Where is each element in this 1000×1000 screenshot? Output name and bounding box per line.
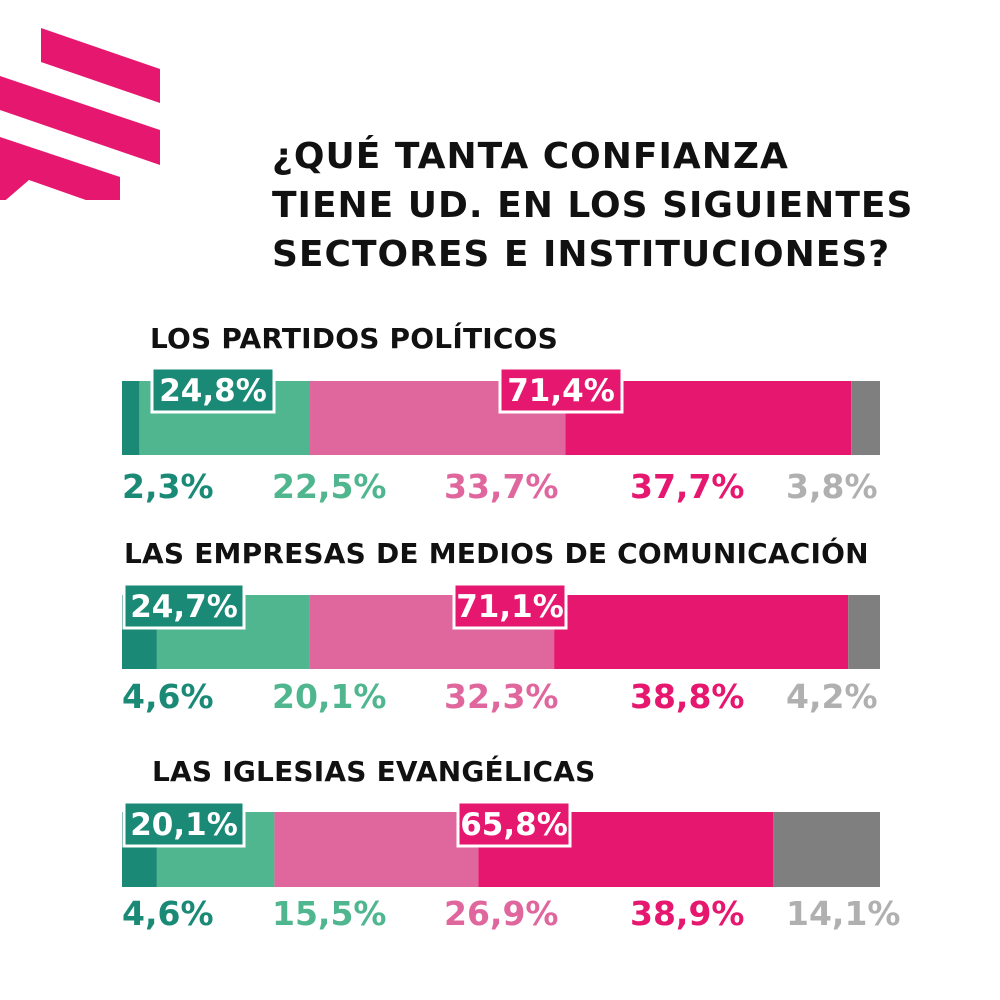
value-label: 33,7% xyxy=(444,467,559,506)
value-label: 15,5% xyxy=(272,894,387,933)
bar-segment xyxy=(554,595,849,669)
value-label: 14,1% xyxy=(786,894,901,933)
bar-segment xyxy=(848,595,880,669)
value-label: 2,3% xyxy=(122,467,214,506)
value-label: 4,6% xyxy=(122,894,214,933)
callout-box-green xyxy=(122,800,246,848)
title-line: SECTORES E INSTITUCIONES? xyxy=(272,234,891,275)
bar-segment xyxy=(773,812,880,887)
callout-box-pink xyxy=(456,800,572,848)
bar-segment xyxy=(122,381,140,455)
callout-box-green xyxy=(150,366,276,414)
value-label: 32,3% xyxy=(444,677,559,716)
callout-label-pink: 65,8% xyxy=(460,807,568,843)
logo-stripe-bottom xyxy=(0,137,120,200)
chart-title: ¿QUÉ TANTA CONFIANZA TIENE UD. EN LOS SI… xyxy=(272,132,952,279)
row-title-partidos: LOS PARTIDOS POLÍTICOS xyxy=(150,322,558,355)
callout-label-green: 24,7% xyxy=(130,589,238,625)
logo-stripe-top xyxy=(41,28,160,103)
title-line: ¿QUÉ TANTA CONFIANZA xyxy=(272,136,789,177)
title-line: TIENE UD. EN LOS SIGUIENTES xyxy=(272,185,914,226)
row-title-iglesias: LAS IGLESIAS EVANGÉLICAS xyxy=(152,755,596,788)
value-label: 37,7% xyxy=(630,467,745,506)
callout-label-green: 20,1% xyxy=(130,807,238,843)
callout-box-green xyxy=(122,582,246,630)
bar-segment xyxy=(851,381,880,455)
value-label: 26,9% xyxy=(444,894,559,933)
row-title-medios: LAS EMPRESAS DE MEDIOS DE COMUNICACIÓN xyxy=(124,537,869,570)
value-label: 3,8% xyxy=(786,467,878,506)
callout-label-pink: 71,4% xyxy=(507,373,615,409)
value-label: 38,9% xyxy=(630,894,745,933)
brand-logo xyxy=(0,28,160,200)
value-label: 22,5% xyxy=(272,467,387,506)
bar-segment xyxy=(274,812,479,887)
callout-box-pink xyxy=(498,366,624,414)
value-label: 4,2% xyxy=(786,677,878,716)
value-label: 20,1% xyxy=(272,677,387,716)
value-label: 4,6% xyxy=(122,677,214,716)
logo-stripe-middle xyxy=(0,76,160,165)
value-label: 38,8% xyxy=(630,677,745,716)
callout-label-pink: 71,1% xyxy=(456,589,564,625)
callout-box-pink xyxy=(452,582,568,630)
callout-label-green: 24,8% xyxy=(159,373,267,409)
